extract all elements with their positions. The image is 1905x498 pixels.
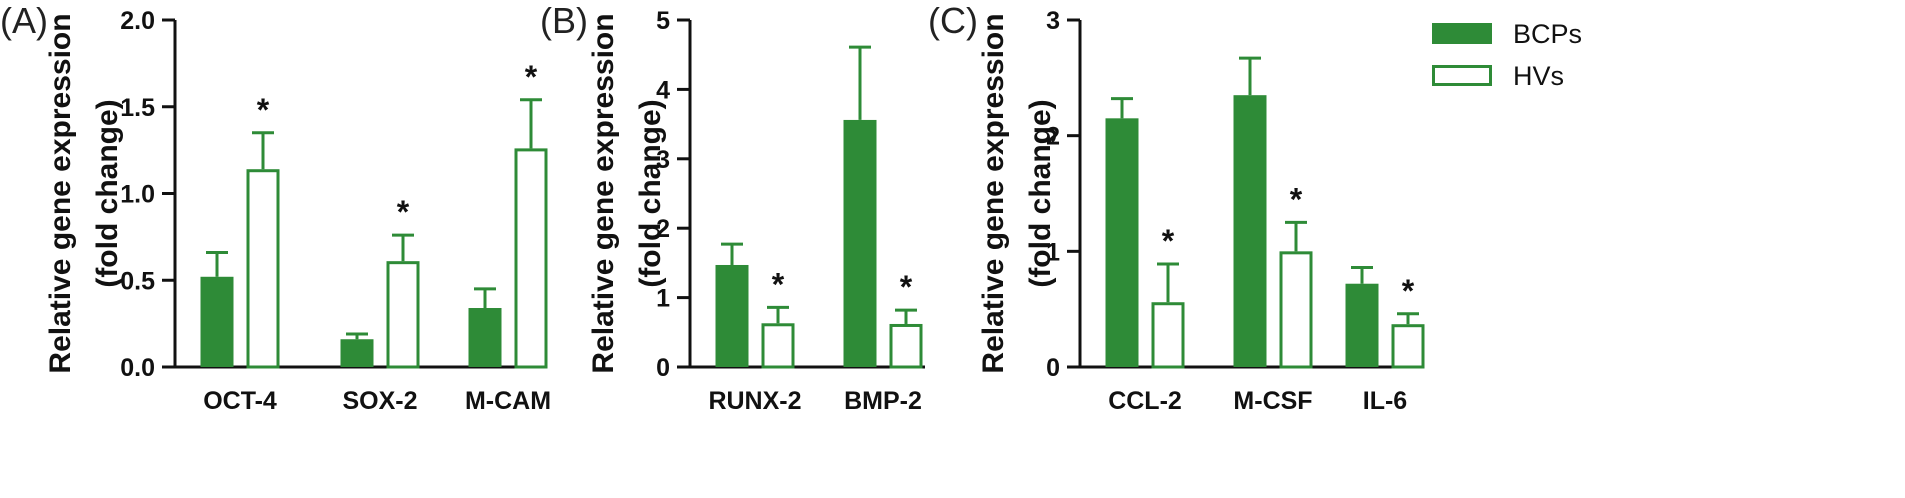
bar-bcps — [468, 308, 502, 367]
significance-marker: * — [1402, 273, 1415, 309]
bar-hvs — [246, 169, 280, 369]
bar-hvs — [1279, 251, 1313, 369]
x-tick-label: SOX-2 — [342, 387, 417, 415]
legend-swatch-bcps — [1432, 23, 1492, 44]
legend-swatch-hvs — [1432, 65, 1492, 86]
y-tick-label: 3 — [1046, 7, 1060, 35]
significance-marker: * — [257, 92, 270, 128]
y-axis-label-units: (fold change) — [634, 99, 667, 287]
bar-hvs — [514, 148, 548, 369]
y-tick-label: 4 — [656, 76, 670, 104]
y-axis-label: Relative gene expression — [587, 13, 620, 373]
x-tick-label: CCL-2 — [1108, 387, 1182, 415]
panel-b: (B) Relative gene expression (fold change)… — [540, 0, 925, 415]
bar-bcps — [1233, 95, 1267, 367]
bar-bcps — [715, 264, 749, 367]
legend-label-hvs: HVs — [1513, 61, 1564, 91]
y-tick-label: 2.0 — [120, 7, 155, 35]
y-axis-label: Relative gene expression — [977, 13, 1010, 373]
bar-hvs — [386, 261, 420, 369]
y-tick-label: 0.0 — [120, 354, 155, 382]
bar-bcps — [1105, 118, 1139, 367]
bar-hvs — [1391, 324, 1425, 369]
significance-marker: * — [397, 194, 410, 230]
panel-a: (A)Relative gene expression (fold change)… — [0, 0, 551, 415]
y-axis-label: Relative gene expression — [44, 13, 77, 373]
legend-label-bcps: BCPs — [1513, 19, 1582, 49]
y-tick-label: 0 — [656, 354, 670, 382]
y-tick-label: 1 — [1046, 238, 1060, 266]
y-axis-label-units: (fold change) — [1024, 99, 1057, 287]
significance-marker: * — [1162, 223, 1175, 259]
bar-bcps — [843, 119, 877, 367]
y-tick-label: 2 — [656, 215, 670, 243]
significance-marker: * — [772, 266, 785, 302]
panel-c: (C) Relative gene expression (fold change)… — [928, 0, 1425, 415]
x-tick-label: M-CAM — [465, 387, 551, 415]
significance-marker: * — [900, 269, 913, 305]
y-tick-label: 0 — [1046, 354, 1060, 382]
panel-letter: (B) — [540, 0, 588, 41]
panel-letter: (C) — [928, 0, 978, 41]
y-tick-label: 1.0 — [120, 181, 155, 209]
y-tick-label: 1 — [656, 285, 670, 313]
y-tick-label: 5 — [656, 7, 670, 35]
bar-hvs — [761, 323, 795, 369]
bar-hvs — [1151, 302, 1185, 369]
y-axis-label-units: (fold change) — [91, 99, 124, 287]
significance-marker: * — [1290, 181, 1303, 217]
y-tick-label: 2 — [1046, 123, 1060, 151]
y-tick-label: 3 — [656, 146, 670, 174]
x-tick-label: IL-6 — [1363, 387, 1407, 415]
x-tick-label: BMP-2 — [844, 387, 922, 415]
bar-bcps — [1345, 283, 1379, 367]
bar-hvs — [889, 323, 923, 369]
y-tick-label: 0.5 — [120, 267, 155, 295]
panel-letter: (A) — [0, 0, 48, 41]
bar-bcps — [340, 339, 374, 367]
x-tick-label: M-CSF — [1233, 387, 1312, 415]
y-tick-label: 1.5 — [120, 94, 155, 122]
bar-bcps — [200, 276, 234, 367]
significance-marker: * — [525, 59, 538, 95]
x-tick-label: RUNX-2 — [708, 387, 801, 415]
x-tick-label: OCT-4 — [203, 387, 277, 415]
legend: BCPs HVs — [1432, 19, 1582, 91]
